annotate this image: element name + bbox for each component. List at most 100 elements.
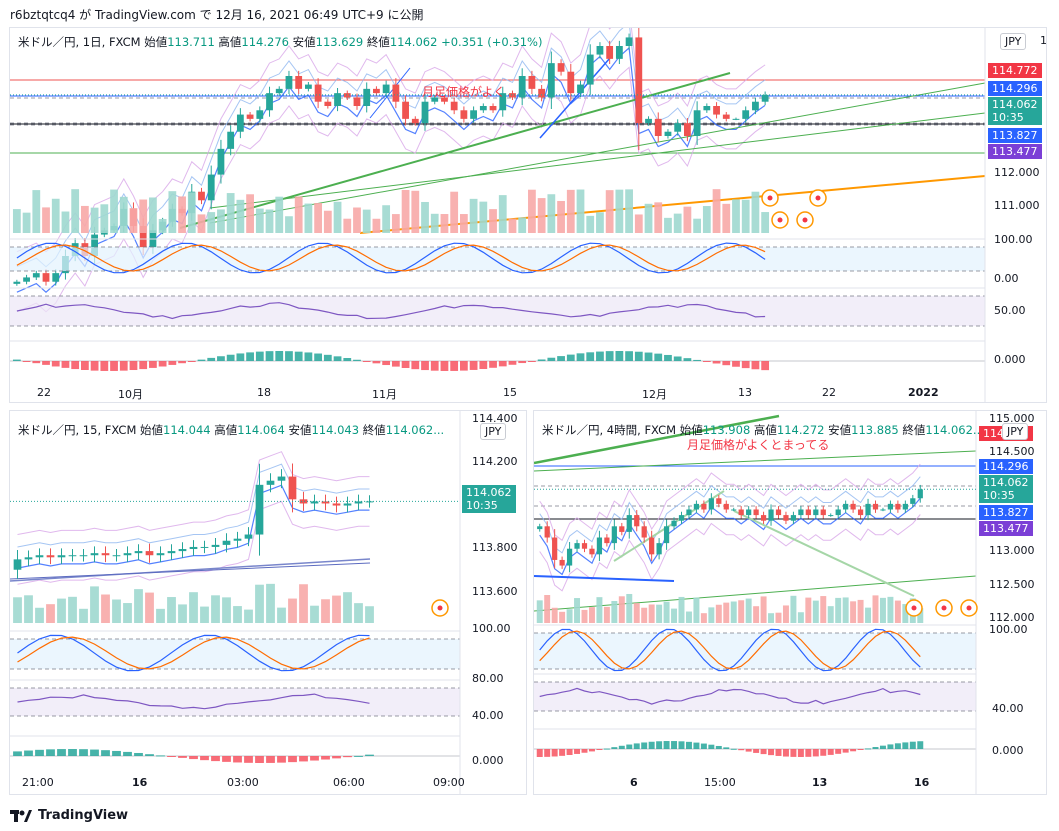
currency-button[interactable]: JPY (1002, 423, 1029, 440)
volume-bar (323, 210, 332, 233)
x-tick: 16 (914, 776, 930, 789)
tradingview-logo[interactable]: TradingView (10, 808, 128, 823)
volume-bar (304, 203, 313, 233)
macd-histogram-bar (625, 351, 633, 361)
macd-histogram-bar (850, 749, 857, 752)
volume-bar (685, 611, 692, 623)
x-tick: 15 (503, 386, 517, 399)
macd-histogram-bar (693, 742, 700, 749)
volume-bar (489, 209, 497, 233)
currency-button[interactable]: JPY (480, 423, 507, 440)
volume-bar (167, 597, 176, 623)
candle-body (227, 131, 235, 149)
candle-body (167, 551, 176, 554)
candle-body (343, 503, 352, 506)
volume-bar (902, 604, 909, 623)
macd-histogram-bar (343, 756, 352, 758)
macd-histogram-bar (266, 756, 275, 763)
candle-body (567, 71, 575, 94)
candle-body (713, 106, 720, 115)
price-label-low: 113.477 (979, 521, 1033, 536)
volume-bar (189, 592, 198, 623)
currency-button[interactable]: JPY (1000, 33, 1027, 50)
candle-body (683, 123, 691, 136)
volume-bar (158, 218, 167, 233)
candle-body (693, 503, 700, 510)
macd-histogram-bar (741, 361, 750, 369)
macd-histogram-bar (797, 749, 804, 757)
macd-histogram-bar (226, 354, 235, 361)
candle-body (775, 509, 782, 516)
rsi-tick: 50.00 (994, 304, 1026, 317)
candle-body (189, 546, 198, 550)
trend-line (534, 450, 977, 472)
candle-body (382, 84, 390, 94)
volume-bar (200, 606, 209, 623)
macd-histogram-bar (158, 361, 167, 367)
daily-chart-svg[interactable] (10, 28, 1047, 403)
m15-chart-panel[interactable]: 米ドル／円, 15, FXCM 始値114.044 高値114.064 安値11… (9, 410, 527, 795)
candle-body (101, 553, 110, 556)
candle-body (604, 537, 610, 544)
candle-body (703, 106, 711, 111)
event-marker-dot (911, 605, 917, 611)
volume-bar (333, 201, 342, 233)
x-tick: 03:00 (227, 776, 259, 789)
candle-body (354, 501, 363, 504)
x-tick: 6 (630, 776, 638, 789)
price-label-last: 114.062 10:35 (462, 485, 516, 513)
volume-bar (741, 199, 750, 233)
volume-bar (294, 196, 303, 233)
candle-body (835, 509, 841, 516)
osc-tick: 0.000 (472, 754, 504, 767)
volume-bar (275, 196, 284, 233)
h4-chart-panel[interactable]: 米ドル／円, 4時間, FXCM 始値113.908 高値114.272 安値1… (533, 410, 1047, 795)
volume-bar (751, 191, 760, 233)
macd-histogram-bar (353, 359, 361, 361)
candle-body (200, 546, 209, 548)
legend-open-label: 始値 (140, 423, 164, 437)
candle-body (552, 537, 558, 560)
candle-body (156, 553, 165, 556)
macd-histogram-bar (343, 357, 352, 361)
volume-bar (603, 606, 610, 623)
macd-histogram-bar (557, 356, 565, 361)
chart-annotation: 月足価格がよくとまってる (687, 438, 830, 452)
volume-bar (683, 206, 692, 233)
candle-body (574, 543, 580, 549)
m15-chart-svg[interactable] (10, 411, 527, 795)
candle-body (645, 118, 652, 124)
candle-body (244, 534, 253, 539)
osc-tick: 0.000 (992, 744, 1024, 757)
volume-bar (119, 196, 128, 233)
macd-histogram-bar (663, 741, 670, 749)
volume-bar (805, 597, 812, 623)
x-tick: 22 (822, 386, 836, 399)
macd-histogram-bar (129, 361, 138, 371)
y-tick: 112.000 (989, 611, 1035, 624)
daily-chart-panel[interactable]: 米ドル／円, 1日, FXCM 始値113.711 高値114.276 安値11… (9, 27, 1047, 403)
candle-body (233, 538, 242, 541)
candle-body (479, 106, 487, 111)
macd-histogram-bar (430, 361, 439, 371)
macd-histogram-bar (618, 745, 625, 749)
trend-line (10, 562, 371, 580)
volume-bar (244, 609, 253, 623)
candle-body (611, 526, 617, 544)
volume-bar (129, 208, 138, 233)
volume-bar (761, 212, 770, 233)
volume-bar (168, 191, 177, 233)
macd-histogram-bar (35, 749, 44, 756)
macd-histogram-bar (13, 751, 22, 756)
volume-bar (775, 612, 782, 623)
h4-chart-svg[interactable] (534, 411, 1047, 795)
event-marker-dot (966, 605, 972, 611)
macd-histogram-bar (197, 359, 206, 361)
candle-body (211, 544, 220, 547)
macd-histogram-bar (459, 361, 468, 371)
volume-bar (178, 196, 186, 233)
volume-bar (42, 207, 50, 233)
volume-bar (110, 189, 118, 233)
candle-body (13, 281, 21, 284)
volume-bar (753, 606, 760, 623)
